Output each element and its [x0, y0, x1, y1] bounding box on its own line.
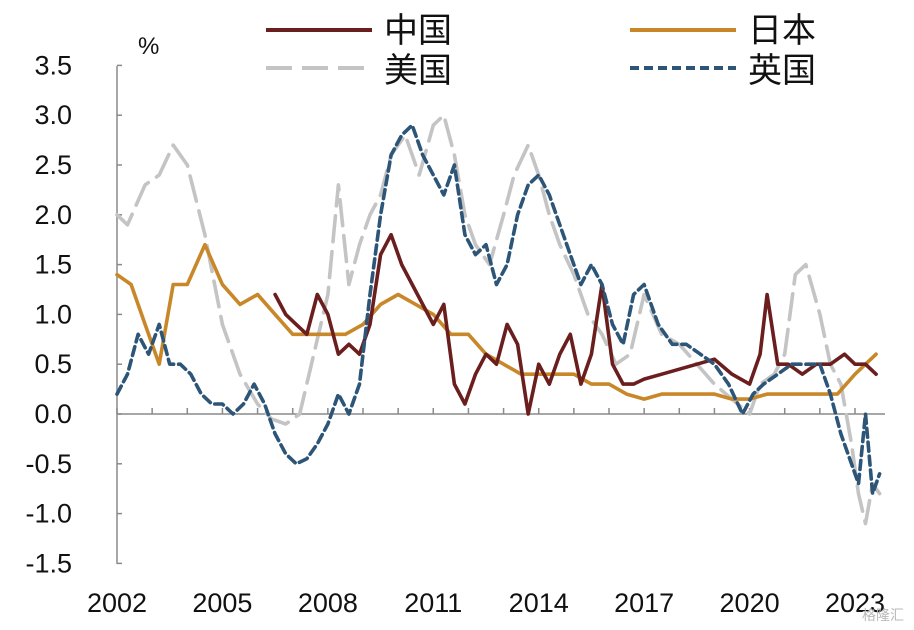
y-tick-label: 0.5 [34, 349, 72, 379]
y-tick-label: 3.0 [34, 100, 72, 130]
y-tick-label: 2.5 [34, 150, 72, 180]
x-tick-label: 2014 [509, 588, 569, 618]
x-tick-label: 2011 [404, 588, 462, 618]
x-tick-label: 2017 [614, 588, 674, 618]
x-tick-label: 2005 [192, 588, 252, 618]
legend-label-us: 美国 [384, 51, 452, 91]
legend: 中国 日本 美国 英国 [266, 11, 816, 91]
y-tick-label: 2.0 [34, 200, 72, 230]
y-tick-label: 1.5 [34, 250, 72, 280]
axes: 3.5 3.0 2.5 2.0 1.5 1.0 0.5 0.0 -0.5 -1.0 -1.5% 200… [25, 33, 885, 618]
y-tick-label: 3.5 [34, 50, 72, 80]
series-lines [115, 113, 882, 526]
y-tick-label: 0.0 [34, 399, 72, 429]
y-tick-label: -1.5 [25, 548, 72, 578]
y-tick-label: -1.0 [25, 499, 72, 529]
series-line-2 [115, 242, 878, 401]
legend-label-uk: 英国 [748, 51, 816, 91]
legend-label-japan: 日本 [748, 11, 816, 51]
x-tick-label: 2002 [87, 588, 147, 618]
legend-label-china: 中国 [384, 11, 452, 51]
series-line-1 [115, 113, 882, 526]
y-tick-label: 1.0 [34, 299, 72, 329]
x-tick-label: 2008 [298, 588, 358, 618]
y-unit-label: % [138, 33, 159, 60]
series-line-4 [115, 123, 882, 496]
x-tick-label: 2023 [825, 588, 885, 618]
y-tick-label: -0.5 [25, 449, 72, 479]
watermark-text: 格隆汇 [862, 608, 904, 624]
x-tick-label: 2020 [720, 588, 780, 618]
